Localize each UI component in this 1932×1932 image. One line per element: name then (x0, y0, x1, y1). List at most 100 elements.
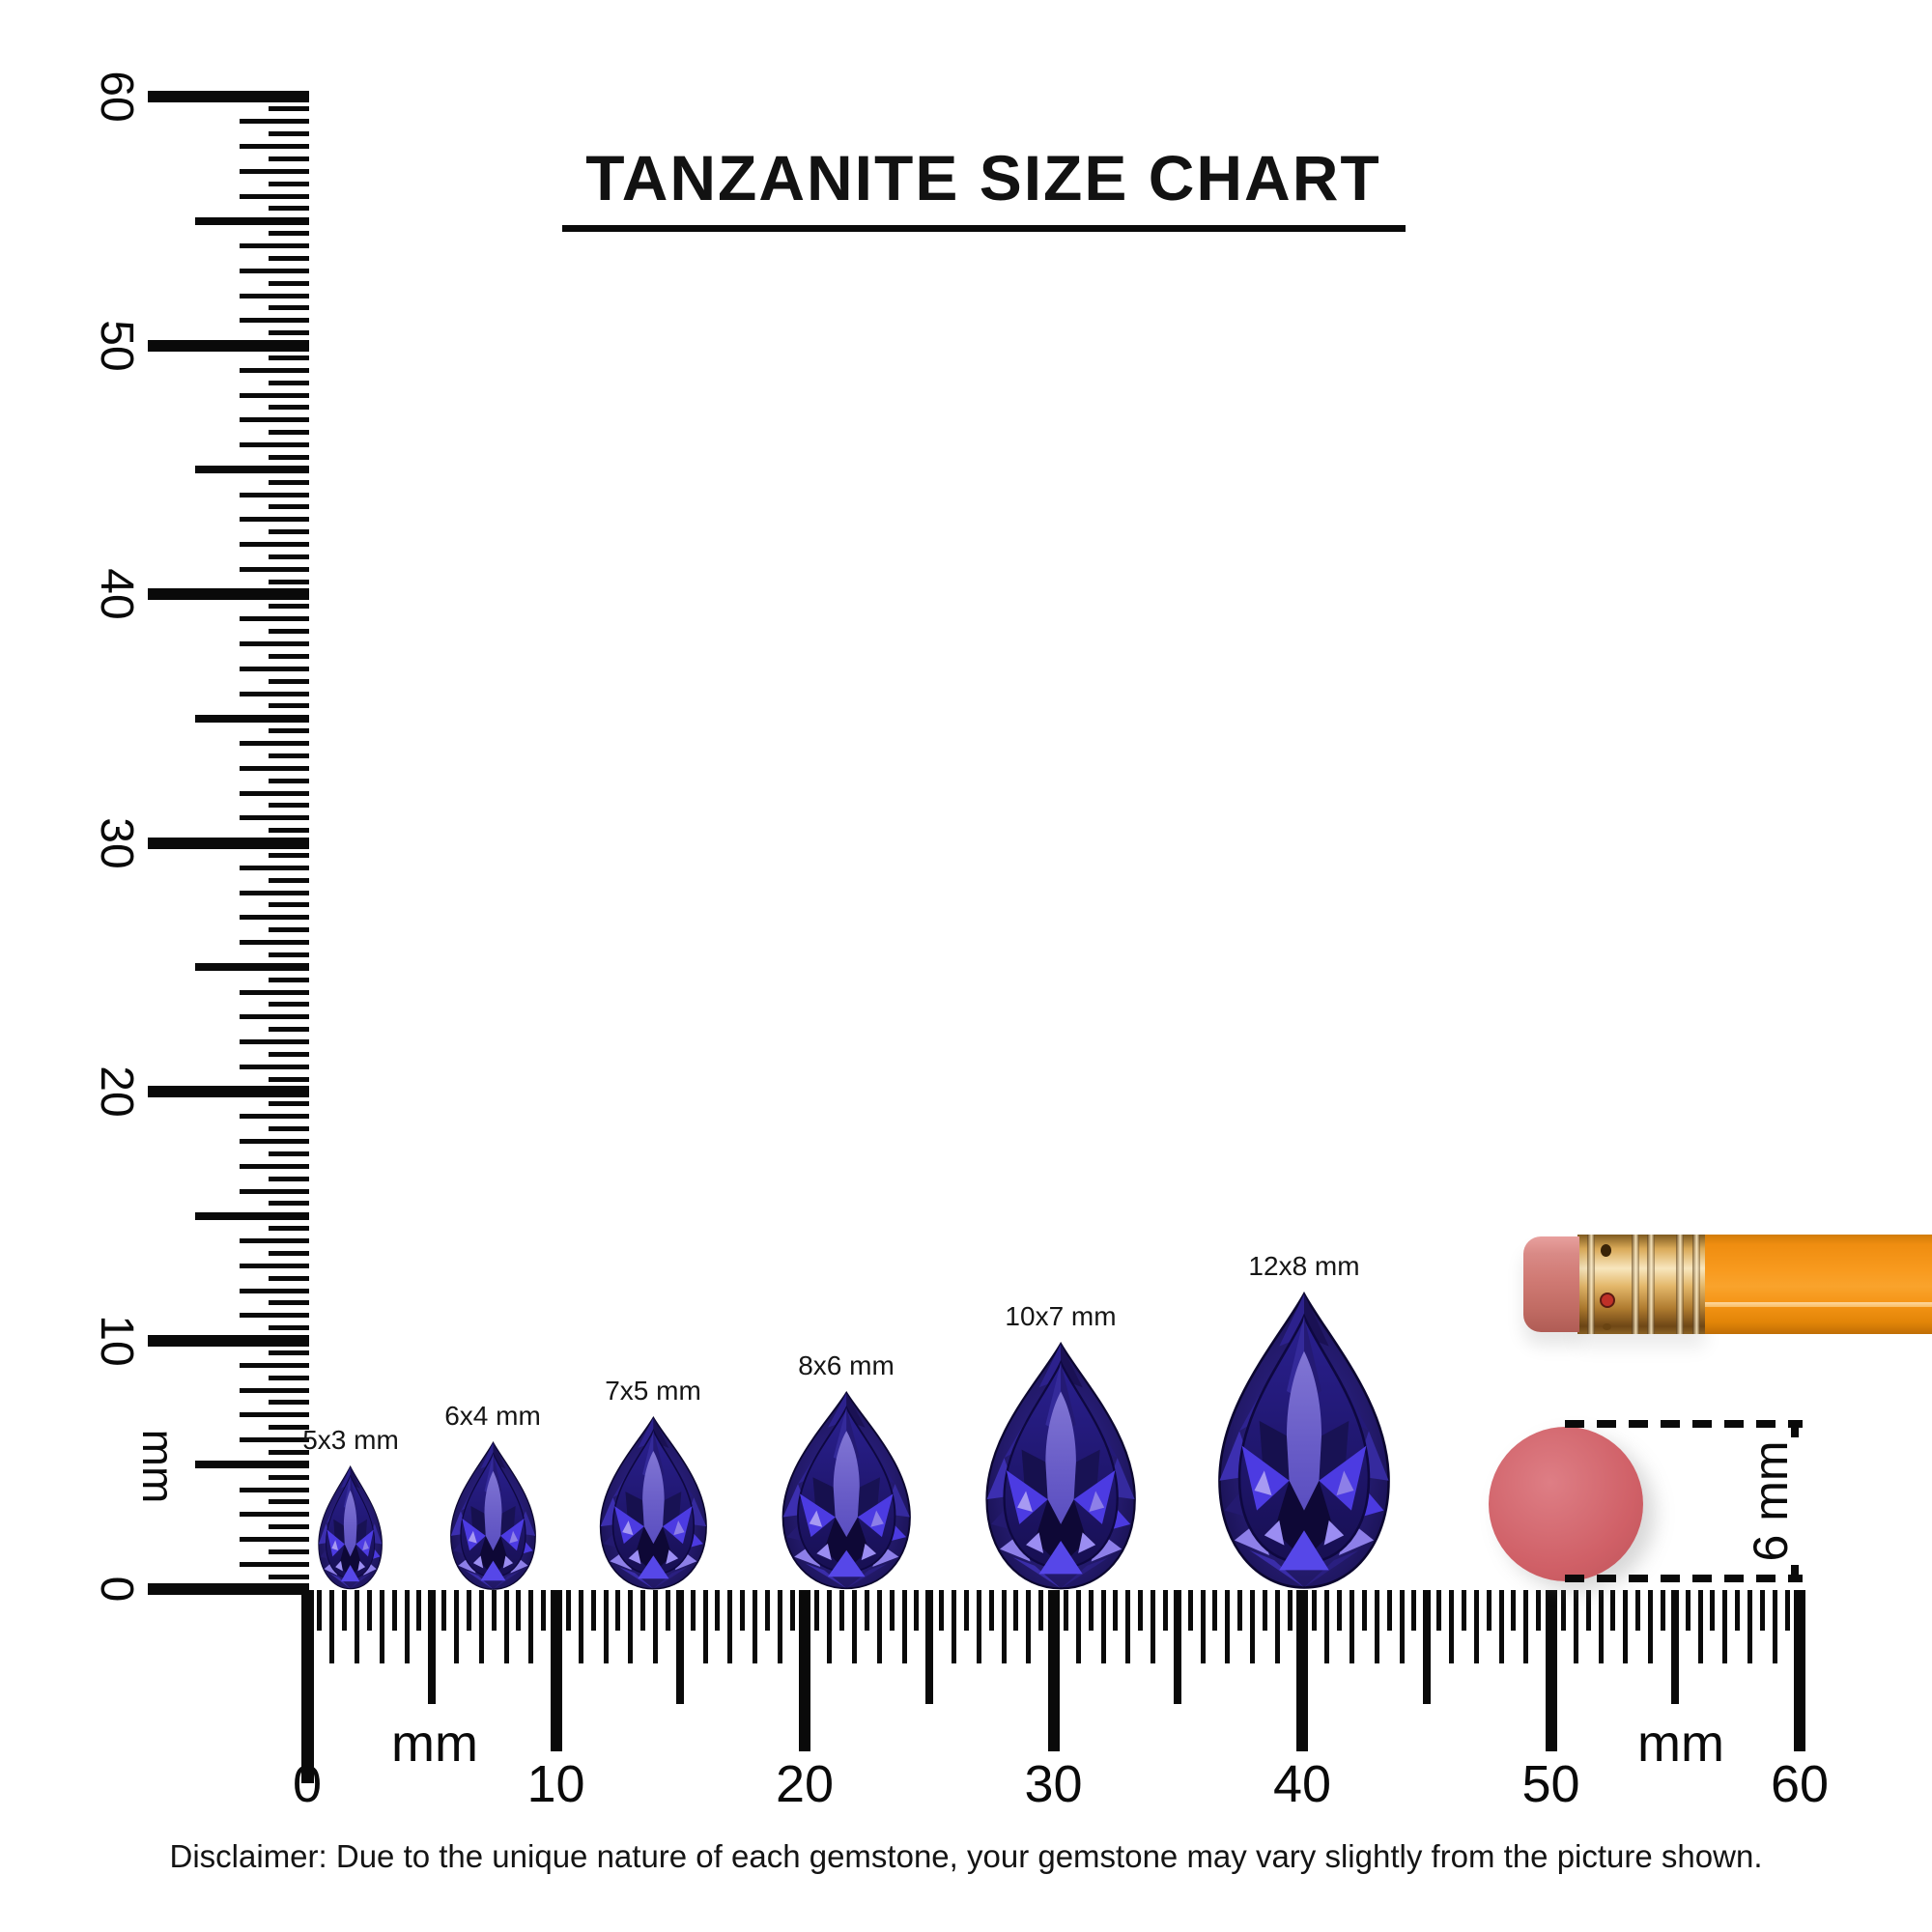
ferrule-crimp (1587, 1235, 1595, 1334)
horizontal-ruler-tick (901, 1590, 907, 1663)
horizontal-ruler-tick (789, 1590, 795, 1631)
horizontal-ruler-tick (516, 1590, 522, 1631)
horizontal-ruler-tick (491, 1590, 497, 1631)
horizontal-ruler-tick (1237, 1590, 1243, 1631)
vertical-ruler-tick (269, 1076, 309, 1082)
horizontal-ruler-tick (1013, 1590, 1019, 1631)
ferrule-crimp (1676, 1235, 1684, 1334)
vertical-ruler-tick (240, 144, 309, 149)
vertical-ruler-tick (269, 156, 309, 161)
vertical-ruler-tick (269, 852, 309, 858)
horizontal-ruler-tick (528, 1590, 534, 1663)
horizontal-ruler-tick (1026, 1590, 1032, 1663)
vertical-ruler-tick (269, 454, 309, 460)
horizontal-ruler-tick (578, 1590, 583, 1663)
tanzanite-gem-12x8mm (1205, 1292, 1404, 1590)
vertical-ruler-tick (269, 181, 309, 186)
horizontal-ruler-tick (1174, 1590, 1182, 1704)
horizontal-ruler-tick (727, 1590, 733, 1663)
gem-size-label: 5x3 mm (302, 1425, 399, 1456)
vertical-ruler-tick (240, 1561, 309, 1567)
pencil-ferrule (1577, 1235, 1705, 1334)
horizontal-ruler-tick (1671, 1590, 1680, 1704)
horizontal-ruler-tick (740, 1590, 746, 1631)
vertical-ruler-tick (269, 529, 309, 535)
horizontal-ruler-tick (1747, 1590, 1752, 1663)
dimension-stub-top (1791, 1422, 1799, 1437)
vertical-ruler-tick (269, 902, 309, 908)
vertical-ruler-tick (269, 479, 309, 485)
vertical-ruler-tick (240, 1512, 309, 1518)
horizontal-ruler-tick (1038, 1590, 1044, 1631)
horizontal-ruler-tick (503, 1590, 509, 1663)
vertical-ruler-tick (240, 1163, 309, 1169)
vertical-ruler-tick (240, 1412, 309, 1418)
vertical-ruler-tick (148, 339, 309, 352)
horizontal-ruler-tick (1162, 1590, 1168, 1631)
vertical-ruler-tick (269, 1474, 309, 1480)
vertical-ruler-tick (240, 691, 309, 696)
horizontal-ruler-tick (379, 1590, 384, 1663)
horizontal-ruler-tick (690, 1590, 696, 1631)
horizontal-ruler-tick (1001, 1590, 1007, 1663)
vertical-ruler-tick (195, 466, 309, 474)
horizontal-ruler-tick (1635, 1590, 1641, 1631)
vertical-ruler-tick (269, 703, 309, 709)
horizontal-ruler-tick (1573, 1590, 1578, 1663)
vertical-ruler-tick (269, 504, 309, 510)
vertical-ruler-tick (269, 280, 309, 286)
page-title: TANZANITE SIZE CHART (585, 142, 1381, 213)
horizontal-ruler-tick (1296, 1590, 1308, 1751)
horizontal-ruler-tick (924, 1590, 933, 1704)
vertical-ruler-tick (269, 803, 309, 809)
vertical-ruler-tick (240, 641, 309, 646)
vertical-ruler-tick (240, 865, 309, 870)
horizontal-ruler-tick (1523, 1590, 1529, 1663)
vertical-ruler-tick (269, 106, 309, 112)
vertical-ruler-tick (195, 714, 309, 723)
horizontal-ruler-number: 60 (1770, 1755, 1830, 1813)
vertical-ruler-tick (240, 989, 309, 995)
vertical-ruler-tick (240, 392, 309, 398)
horizontal-ruler-tick (852, 1590, 857, 1663)
horizontal-ruler-tick (615, 1590, 621, 1631)
horizontal-ruler-tick (603, 1590, 609, 1663)
vertical-ruler-tick (269, 728, 309, 734)
horizontal-ruler-number: 50 (1521, 1755, 1580, 1813)
vertical-ruler-tick (269, 1002, 309, 1008)
vertical-ruler-tick (240, 1014, 309, 1020)
vertical-ruler-tick (269, 1325, 309, 1331)
horizontal-ruler-tick (1411, 1590, 1417, 1631)
horizontal-ruler-tick (1113, 1590, 1119, 1631)
vertical-ruler-tick (148, 588, 309, 600)
vertical-ruler-tick (240, 915, 309, 921)
gem-size-label: 6x4 mm (444, 1400, 541, 1431)
ferrule-rivet-red (1600, 1293, 1615, 1308)
horizontal-ruler-tick (466, 1590, 471, 1631)
horizontal-ruler-tick (1187, 1590, 1193, 1631)
vertical-ruler-tick (269, 778, 309, 783)
horizontal-ruler-tick (1337, 1590, 1343, 1631)
vertical-ruler-tick (240, 1263, 309, 1268)
vertical-ruler-tick (240, 815, 309, 821)
vertical-ruler-tick (269, 678, 309, 684)
vertical-ruler-tick (269, 604, 309, 610)
vertical-ruler-tick (269, 1275, 309, 1281)
vertical-ruler-tick (269, 753, 309, 758)
vertical-ruler-number: 60 (91, 71, 142, 123)
horizontal-ruler-tick (1063, 1590, 1068, 1631)
ferrule-rivet (1601, 1244, 1611, 1257)
disclaimer-text: Disclaimer: Due to the unique nature of … (169, 1838, 1763, 1874)
horizontal-ruler-number: 30 (1024, 1755, 1083, 1813)
horizontal-ruler-tick (827, 1590, 833, 1663)
vertical-ruler-tick (240, 1537, 309, 1542)
vertical-ruler-tick (240, 293, 309, 298)
vertical-ruler-tick (269, 1250, 309, 1256)
pencil-body-highlight (1705, 1302, 1932, 1307)
horizontal-ruler-tick (1047, 1590, 1060, 1751)
vertical-ruler-tick (195, 963, 309, 972)
horizontal-ruler-tick (565, 1590, 571, 1631)
vertical-ruler-tick (240, 616, 309, 622)
vertical-ruler-tick (240, 1238, 309, 1243)
dimension-dash-bottom (1565, 1575, 1803, 1582)
